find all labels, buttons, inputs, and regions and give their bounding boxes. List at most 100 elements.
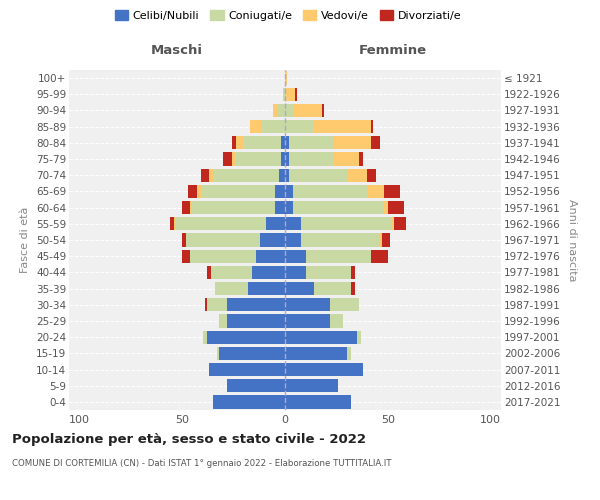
Bar (357, 330, 361, 344)
Bar (207, 298, 227, 312)
Bar (219, 314, 227, 328)
Bar (197, 185, 200, 198)
Bar (232, 152, 236, 166)
Bar (252, 266, 285, 279)
Bar (384, 201, 388, 214)
Bar (190, 250, 256, 263)
Bar (293, 104, 322, 117)
Bar (285, 168, 289, 182)
Bar (279, 168, 285, 182)
Bar (285, 120, 314, 134)
Bar (176, 217, 266, 230)
Bar (209, 168, 213, 182)
Bar (275, 185, 285, 198)
Bar (209, 363, 285, 376)
Bar (347, 168, 367, 182)
Bar (207, 330, 285, 344)
Bar (283, 88, 285, 101)
Bar (289, 152, 334, 166)
Bar (281, 136, 285, 149)
Bar (170, 217, 174, 230)
Bar (285, 185, 293, 198)
Bar (227, 314, 285, 328)
Y-axis label: Fasce di età: Fasce di età (20, 207, 31, 273)
Bar (174, 217, 176, 230)
Bar (384, 185, 400, 198)
Bar (281, 152, 285, 166)
Bar (285, 152, 289, 166)
Bar (392, 217, 394, 230)
Bar (285, 298, 330, 312)
Bar (285, 330, 357, 344)
Bar (322, 104, 324, 117)
Bar (330, 298, 359, 312)
Bar (182, 234, 186, 246)
Bar (388, 201, 404, 214)
Bar (277, 104, 285, 117)
Bar (205, 298, 207, 312)
Bar (293, 185, 367, 198)
Bar (285, 363, 363, 376)
Bar (227, 298, 285, 312)
Bar (219, 346, 285, 360)
Bar (285, 266, 305, 279)
Bar (285, 88, 295, 101)
Bar (314, 120, 371, 134)
Bar (330, 314, 343, 328)
Bar (301, 234, 380, 246)
Bar (314, 282, 351, 295)
Text: Popolazione per età, sesso e stato civile - 2022: Popolazione per età, sesso e stato civil… (12, 432, 366, 446)
Bar (223, 152, 232, 166)
Bar (236, 152, 281, 166)
Bar (215, 282, 248, 295)
Bar (285, 282, 314, 295)
Bar (305, 266, 351, 279)
Bar (285, 346, 347, 360)
Bar (382, 234, 390, 246)
Bar (213, 396, 285, 408)
Bar (207, 266, 211, 279)
Bar (250, 120, 262, 134)
Bar (289, 136, 334, 149)
Bar (200, 168, 209, 182)
Bar (380, 234, 382, 246)
Bar (285, 104, 293, 117)
Bar (266, 217, 285, 230)
Bar (260, 234, 285, 246)
Bar (188, 185, 197, 198)
Bar (182, 250, 190, 263)
Bar (334, 152, 359, 166)
Bar (190, 201, 193, 214)
Bar (351, 282, 355, 295)
Bar (334, 136, 371, 149)
Bar (200, 185, 275, 198)
Bar (301, 217, 392, 230)
Bar (351, 266, 355, 279)
Bar (182, 201, 190, 214)
Bar (371, 120, 373, 134)
Bar (244, 136, 281, 149)
Bar (285, 136, 289, 149)
Bar (285, 379, 338, 392)
Bar (275, 201, 285, 214)
Bar (262, 120, 285, 134)
Bar (347, 346, 351, 360)
Bar (193, 201, 275, 214)
Text: Femmine: Femmine (359, 44, 427, 58)
Bar (285, 250, 305, 263)
Bar (236, 136, 244, 149)
Bar (272, 104, 277, 117)
Legend: Celibi/Nubili, Coniugati/e, Vedovi/e, Divorziati/e: Celibi/Nubili, Coniugati/e, Vedovi/e, Di… (110, 6, 466, 25)
Bar (293, 201, 384, 214)
Bar (285, 72, 287, 85)
Y-axis label: Anni di nascita: Anni di nascita (567, 198, 577, 281)
Bar (248, 282, 285, 295)
Bar (285, 314, 330, 328)
Bar (285, 217, 301, 230)
Bar (371, 136, 380, 149)
Bar (285, 201, 293, 214)
Bar (203, 330, 207, 344)
Bar (186, 234, 260, 246)
Bar (295, 88, 298, 101)
Text: COMUNE DI CORTEMILIA (CN) - Dati ISTAT 1° gennaio 2022 - Elaborazione TUTTITALIA: COMUNE DI CORTEMILIA (CN) - Dati ISTAT 1… (12, 459, 392, 468)
